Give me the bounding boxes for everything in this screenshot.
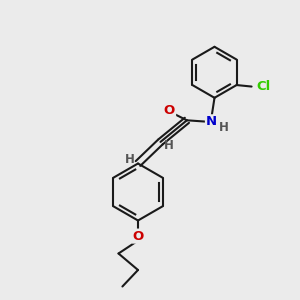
Text: H: H <box>219 121 229 134</box>
Text: H: H <box>164 139 174 152</box>
Text: N: N <box>206 115 217 128</box>
Text: Cl: Cl <box>257 80 271 93</box>
Text: O: O <box>164 104 175 117</box>
Text: H: H <box>125 153 134 167</box>
Text: O: O <box>132 230 144 243</box>
